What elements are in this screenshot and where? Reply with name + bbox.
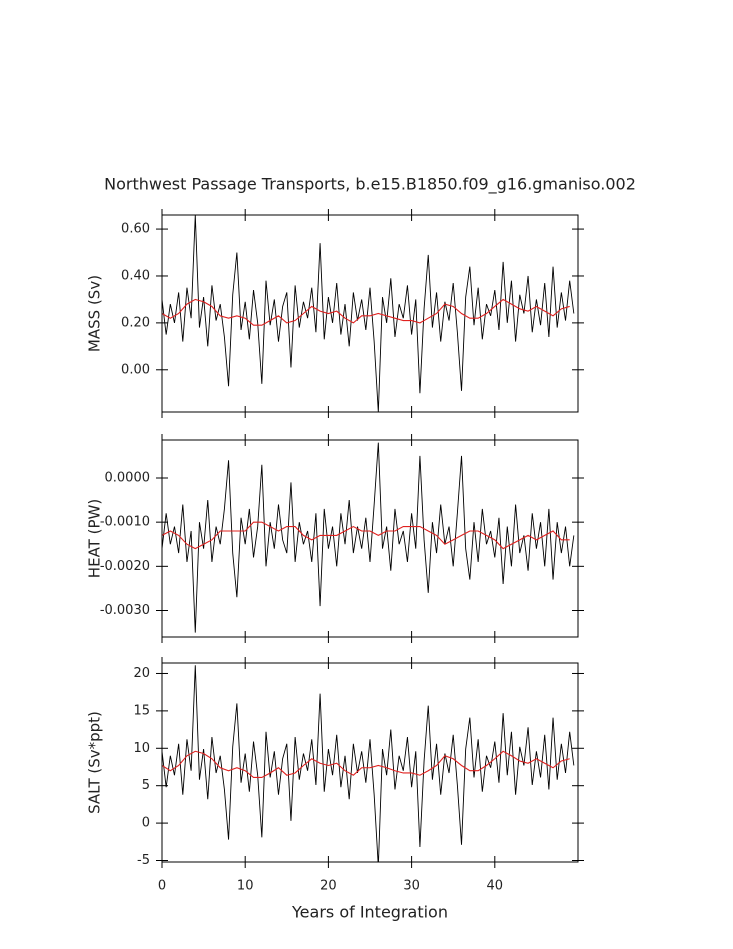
y-axis-label: MASS (Sv) <box>86 275 104 352</box>
y-tick-label: 0.60 <box>121 222 150 237</box>
mean-line <box>162 298 570 326</box>
y-tick-label: 0 <box>142 816 150 831</box>
chart-title: Northwest Passage Transports, b.e15.B185… <box>104 175 636 195</box>
mean-line <box>162 750 570 779</box>
data-line <box>162 215 575 412</box>
y-tick-label: 5 <box>142 778 150 793</box>
y-tick-label: -0.0010 <box>100 515 150 530</box>
x-tick-label: 10 <box>237 879 254 894</box>
panel-frame <box>161 214 579 413</box>
y-tick-label: 0.00 <box>121 362 150 377</box>
data-line <box>162 665 575 862</box>
x-axis-label: Years of Integration <box>291 903 448 922</box>
x-tick-label: 40 <box>487 879 504 894</box>
y-tick-label: -0.0030 <box>100 603 150 618</box>
y-tick-label: 0.0000 <box>105 470 151 485</box>
panel-frame <box>161 439 579 638</box>
panel-frame <box>161 662 579 863</box>
x-tick-label: 30 <box>403 879 420 894</box>
mean-line <box>162 521 570 550</box>
y-tick-label: 10 <box>133 741 150 756</box>
y-tick-label: 0.20 <box>121 315 150 330</box>
data-line <box>162 442 575 633</box>
y-tick-label: -5 <box>137 853 150 868</box>
y-tick-label: -0.0020 <box>100 559 150 574</box>
x-tick-label: 20 <box>320 879 337 894</box>
x-tick-label: 0 <box>158 879 166 894</box>
y-axis-label: HEAT (PW) <box>86 499 104 578</box>
y-axis-label: SALT (Sv*ppt) <box>86 711 104 814</box>
y-tick-label: 0.40 <box>121 268 150 283</box>
y-tick-label: 15 <box>133 703 150 718</box>
y-tick-label: 20 <box>133 666 150 681</box>
